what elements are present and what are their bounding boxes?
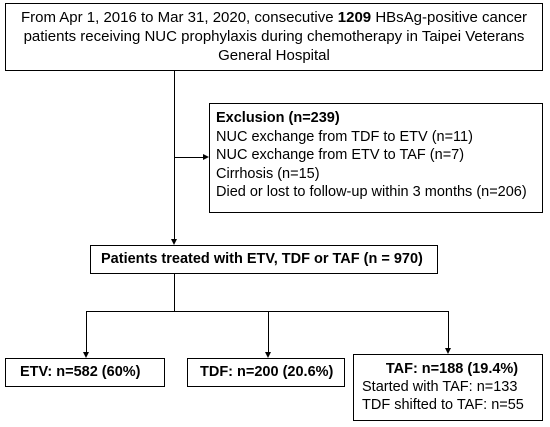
cohort-text-post: HBsAg-positive cancer patients receiving…	[23, 9, 528, 64]
taf-detail: Started with TAF: n=133	[362, 379, 518, 395]
arrow-to-patients	[171, 239, 177, 245]
taf-label: TAF: n=188 (19.4%)	[385, 361, 519, 377]
etv-group-box: ETV: n=582 (60%)	[5, 358, 165, 387]
etv-label: ETV: n=582 (60%)	[20, 364, 141, 380]
exclusion-box: Exclusion (n=239) NUC exchange from TDF …	[209, 103, 543, 213]
exclusion-branch-line	[174, 157, 204, 158]
patients-treated-box: Patients treated with ETV, TDF or TAF (n…	[90, 245, 438, 274]
taf-group-box: TAF: n=188 (19.4%) Started with TAF: n=1…	[353, 354, 543, 421]
taf-drop-line	[448, 311, 449, 348]
arrow-to-etv	[83, 352, 89, 358]
taf-detail: TDF shifted to TAF: n=55	[362, 397, 524, 413]
group-split-line	[86, 311, 449, 312]
tdf-label: TDF: n=200 (20.6%)	[200, 364, 334, 380]
patients-label: Patients treated with ETV, TDF or TAF (n…	[101, 251, 423, 267]
exclusion-item: NUC exchange from TDF to ETV (n=11)	[216, 128, 473, 145]
cohort-source-box: From Apr 1, 2016 to Mar 31, 2020, consec…	[5, 3, 543, 71]
etv-drop-line	[86, 311, 87, 352]
tdf-drop-line	[268, 311, 269, 352]
arrow-to-taf	[445, 348, 451, 354]
arrow-to-tdf	[265, 352, 271, 358]
exclusion-item: Cirrhosis (n=15)	[216, 165, 320, 182]
patients-down-line	[174, 274, 175, 311]
cohort-count: 1209	[337, 9, 372, 26]
main-flow-line	[174, 71, 175, 239]
tdf-group-box: TDF: n=200 (20.6%)	[187, 358, 345, 387]
arrow-to-exclusion	[203, 154, 209, 160]
exclusion-title: Exclusion (n=239)	[216, 110, 340, 126]
exclusion-item: Died or lost to follow-up within 3 month…	[216, 184, 527, 200]
cohort-text-pre: From Apr 1, 2016 to Mar 31, 2020, consec…	[20, 9, 338, 26]
exclusion-item: NUC exchange from ETV to TAF (n=7)	[216, 147, 465, 163]
